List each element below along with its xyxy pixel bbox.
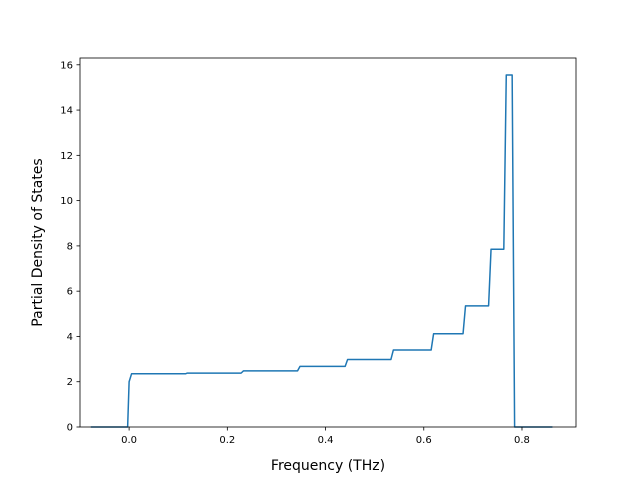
plot-area bbox=[80, 58, 576, 427]
y-tick-label: 16 bbox=[60, 60, 73, 71]
y-tick-label: 12 bbox=[60, 151, 73, 162]
pdos-series-line-0 bbox=[90, 74, 553, 428]
y-axis-label: Partial Density of States bbox=[30, 158, 46, 326]
y-tick-label: 6 bbox=[67, 287, 73, 298]
x-tick-label: 0.6 bbox=[416, 435, 432, 446]
plot-frame bbox=[79, 57, 577, 428]
y-tick-label: 4 bbox=[67, 332, 73, 343]
x-axis-label: Frequency (THz) bbox=[271, 458, 385, 474]
x-tick-label: 0.4 bbox=[318, 435, 334, 446]
y-tick-label: 14 bbox=[60, 106, 73, 117]
x-tick-label: 0.2 bbox=[219, 435, 235, 446]
y-tick-label: 0 bbox=[67, 423, 73, 434]
y-tick-label: 2 bbox=[67, 377, 73, 388]
x-tick-label: 0.0 bbox=[121, 435, 137, 446]
y-tick-label: 10 bbox=[60, 196, 73, 207]
y-tick-label: 8 bbox=[67, 241, 73, 252]
x-tick-label: 0.8 bbox=[514, 435, 530, 446]
